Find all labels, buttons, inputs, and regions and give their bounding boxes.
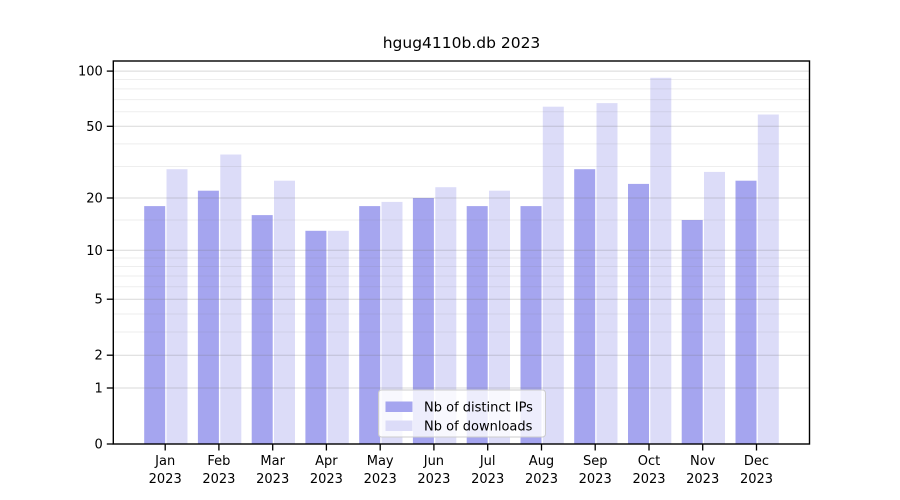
bar-distinct-ips-mar-2023 [251, 215, 273, 444]
bar-distinct-ips-aug-2023 [520, 206, 542, 444]
bar-distinct-ips-jan-2023 [144, 206, 166, 444]
bar-downloads-oct-2023 [650, 77, 672, 445]
x-tick-label-month-aug: Aug [529, 454, 554, 469]
y-tick-label-20: 20 [86, 192, 103, 207]
bar-distinct-ips-dec-2023 [735, 180, 757, 444]
x-tick-label-year-feb: 2023 [202, 472, 235, 487]
x-tick-label-year-jun: 2023 [417, 472, 450, 487]
x-tick-label-year-sep: 2023 [579, 472, 612, 487]
plot-border [112, 60, 811, 445]
chart-title: hgug4110b.db 2023 [383, 34, 541, 52]
x-tick-label-year-oct: 2023 [632, 472, 665, 487]
grid-layer [113, 70, 810, 389]
y-tick-label-0: 0 [95, 438, 103, 453]
y-tick-label-50: 50 [86, 120, 103, 135]
x-tick-label-month-apr: Apr [315, 454, 338, 469]
x-tick-label-month-feb: Feb [207, 454, 230, 469]
legend-label-downloads: Nb of downloads [424, 420, 533, 435]
bar-distinct-ips-feb-2023 [197, 190, 219, 444]
bar-distinct-ips-may-2023 [359, 206, 381, 444]
bar-distinct-ips-oct-2023 [628, 183, 649, 444]
x-tick-label-month-jan: Jan [154, 454, 175, 469]
x-tick-label-year-dec: 2023 [740, 472, 773, 487]
bar-downloads-mar-2023 [274, 180, 295, 444]
y-tick-label-1: 1 [95, 382, 103, 397]
x-tick-label-month-may: May [367, 454, 394, 469]
bar-downloads-feb-2023 [220, 154, 242, 444]
bar-distinct-ips-sep-2023 [574, 169, 596, 444]
legend-label-distinct-ips: Nb of distinct IPs [424, 401, 533, 416]
x-tick-label-month-oct: Oct [638, 454, 660, 469]
x-tick-label-year-may: 2023 [364, 472, 397, 487]
bar-distinct-ips-nov-2023 [681, 220, 703, 444]
bar-distinct-ips-apr-2023 [305, 230, 327, 444]
bar-downloads-apr-2023 [327, 230, 349, 444]
y-tick-label-100: 100 [78, 65, 103, 80]
x-tick-label-month-sep: Sep [583, 454, 608, 469]
bar-distinct-ips-jun-2023 [412, 198, 434, 444]
x-tick-label-year-jul: 2023 [471, 472, 504, 487]
bars-layer [144, 77, 779, 445]
x-tick-label-year-apr: 2023 [310, 472, 343, 487]
legend-box [378, 389, 546, 438]
x-tick-label-month-nov: Nov [690, 454, 716, 469]
legend-swatch-distinct-ips [385, 401, 413, 412]
legend: Nb of distinct IPs Nb of downloads [378, 389, 546, 438]
bar-downloads-aug-2023 [542, 106, 564, 444]
bar-downloads-jun-2023 [435, 187, 457, 444]
axis-layer: 0 1 2 5 10 20 50 100 Jan 2023 Feb 2023 Mar 2023 Apr 202… [78, 65, 773, 487]
y-tick-label-10: 10 [86, 244, 103, 259]
bar-downloads-jul-2023 [489, 190, 510, 444]
x-tick-label-month-jul: Jul [479, 454, 496, 469]
bar-downloads-nov-2023 [704, 171, 725, 444]
legend-swatch-downloads [385, 420, 413, 431]
x-tick-label-year-aug: 2023 [525, 472, 558, 487]
bar-downloads-dec-2023 [757, 114, 779, 444]
x-tick-label-month-dec: Dec [744, 454, 769, 469]
bar-downloads-may-2023 [381, 201, 403, 444]
x-tick-label-year-mar: 2023 [256, 472, 289, 487]
bar-distinct-ips-jul-2023 [466, 206, 488, 444]
y-tick-label-5: 5 [95, 293, 103, 308]
x-tick-label-year-nov: 2023 [686, 472, 719, 487]
bar-downloads-sep-2023 [596, 103, 618, 444]
x-tick-label-month-jun: Jun [423, 454, 444, 469]
y-tick-label-2: 2 [95, 349, 103, 364]
x-tick-label-year-jan: 2023 [149, 472, 182, 487]
bar-downloads-jan-2023 [166, 169, 188, 444]
x-tick-label-month-mar: Mar [260, 454, 285, 469]
